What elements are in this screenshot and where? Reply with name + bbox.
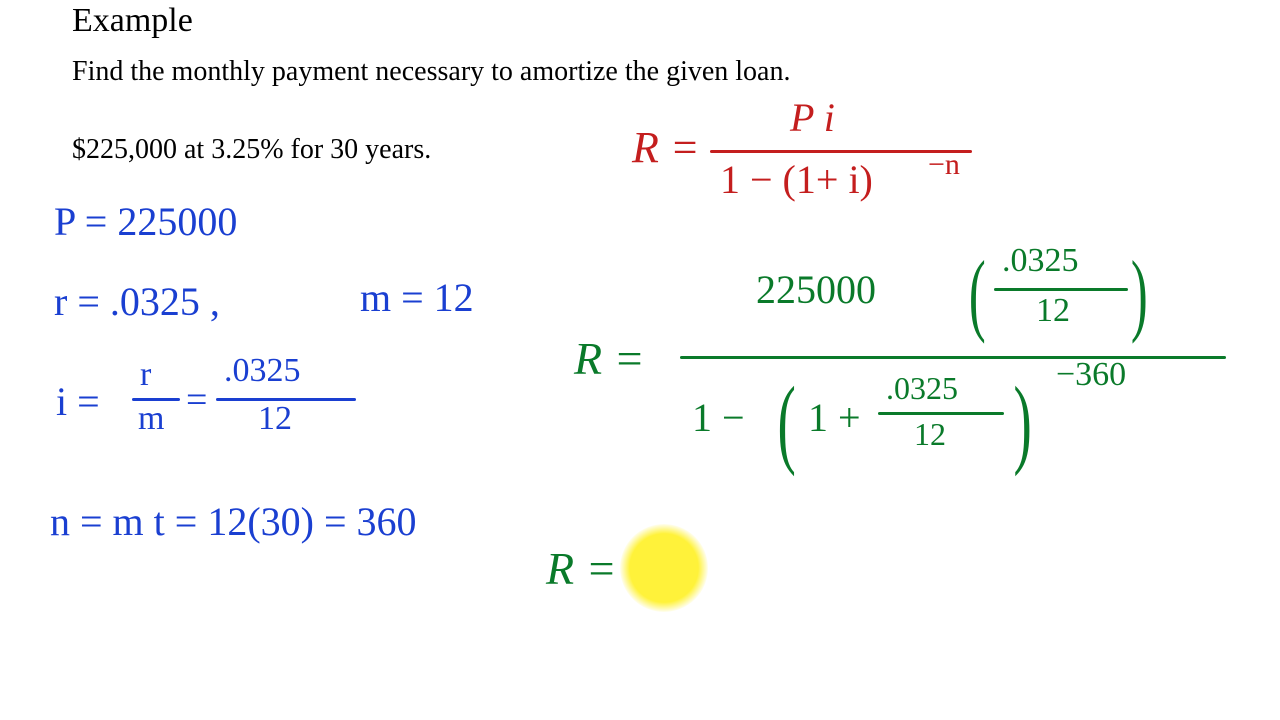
calc-denom-lparen: ( — [777, 364, 795, 479]
work-i-num: .0325 — [224, 352, 301, 390]
calc-main-fracline — [680, 356, 1226, 359]
work-i-m: m — [138, 400, 164, 438]
work-m: m = 12 — [360, 274, 474, 321]
work-i-den: 12 — [258, 400, 292, 438]
calc-denom-oneplus: 1 + — [808, 394, 861, 441]
problem-statement: Find the monthly payment necessary to am… — [72, 56, 790, 88]
calc-denom-exp: −360 — [1056, 356, 1126, 394]
formula-numer: P i — [790, 94, 835, 141]
work-i-lhs: i = — [56, 378, 100, 425]
formula-exp: −n — [928, 148, 960, 182]
calc-numer-fracline — [994, 288, 1128, 291]
calc-denom-rparen: ) — [1013, 364, 1031, 479]
calc-numer-frac-bot: 12 — [1036, 292, 1070, 330]
heading-example: Example — [72, 2, 193, 40]
calc-numer-lparen: ( — [969, 240, 986, 346]
formula-R: R = — [632, 122, 700, 173]
calc-numer-rparen: ) — [1131, 240, 1148, 346]
calc-denom-fracline — [878, 412, 1004, 415]
loan-terms: $225,000 at 3.25% for 30 years. — [72, 134, 431, 166]
cursor-highlight — [620, 524, 708, 612]
calc-R: R = — [574, 332, 645, 385]
formula-denom: 1 − (1+ i) — [720, 156, 873, 203]
calc-denom-frac-top: .0325 — [886, 370, 958, 407]
work-i-eq2: = — [186, 378, 207, 422]
calc-R2: R = — [546, 542, 617, 595]
calc-denom-frac-bot: 12 — [914, 416, 946, 453]
work-P: P = 225000 — [54, 198, 237, 245]
calc-denom-left: 1 − — [692, 394, 745, 441]
work-r: r = .0325 , — [54, 278, 220, 325]
work-n: n = m t = 12(30) = 360 — [50, 498, 417, 545]
work-i-r: r — [140, 356, 151, 394]
calc-numer-frac-top: .0325 — [1002, 242, 1079, 280]
calc-numer-P: 225000 — [756, 266, 876, 313]
